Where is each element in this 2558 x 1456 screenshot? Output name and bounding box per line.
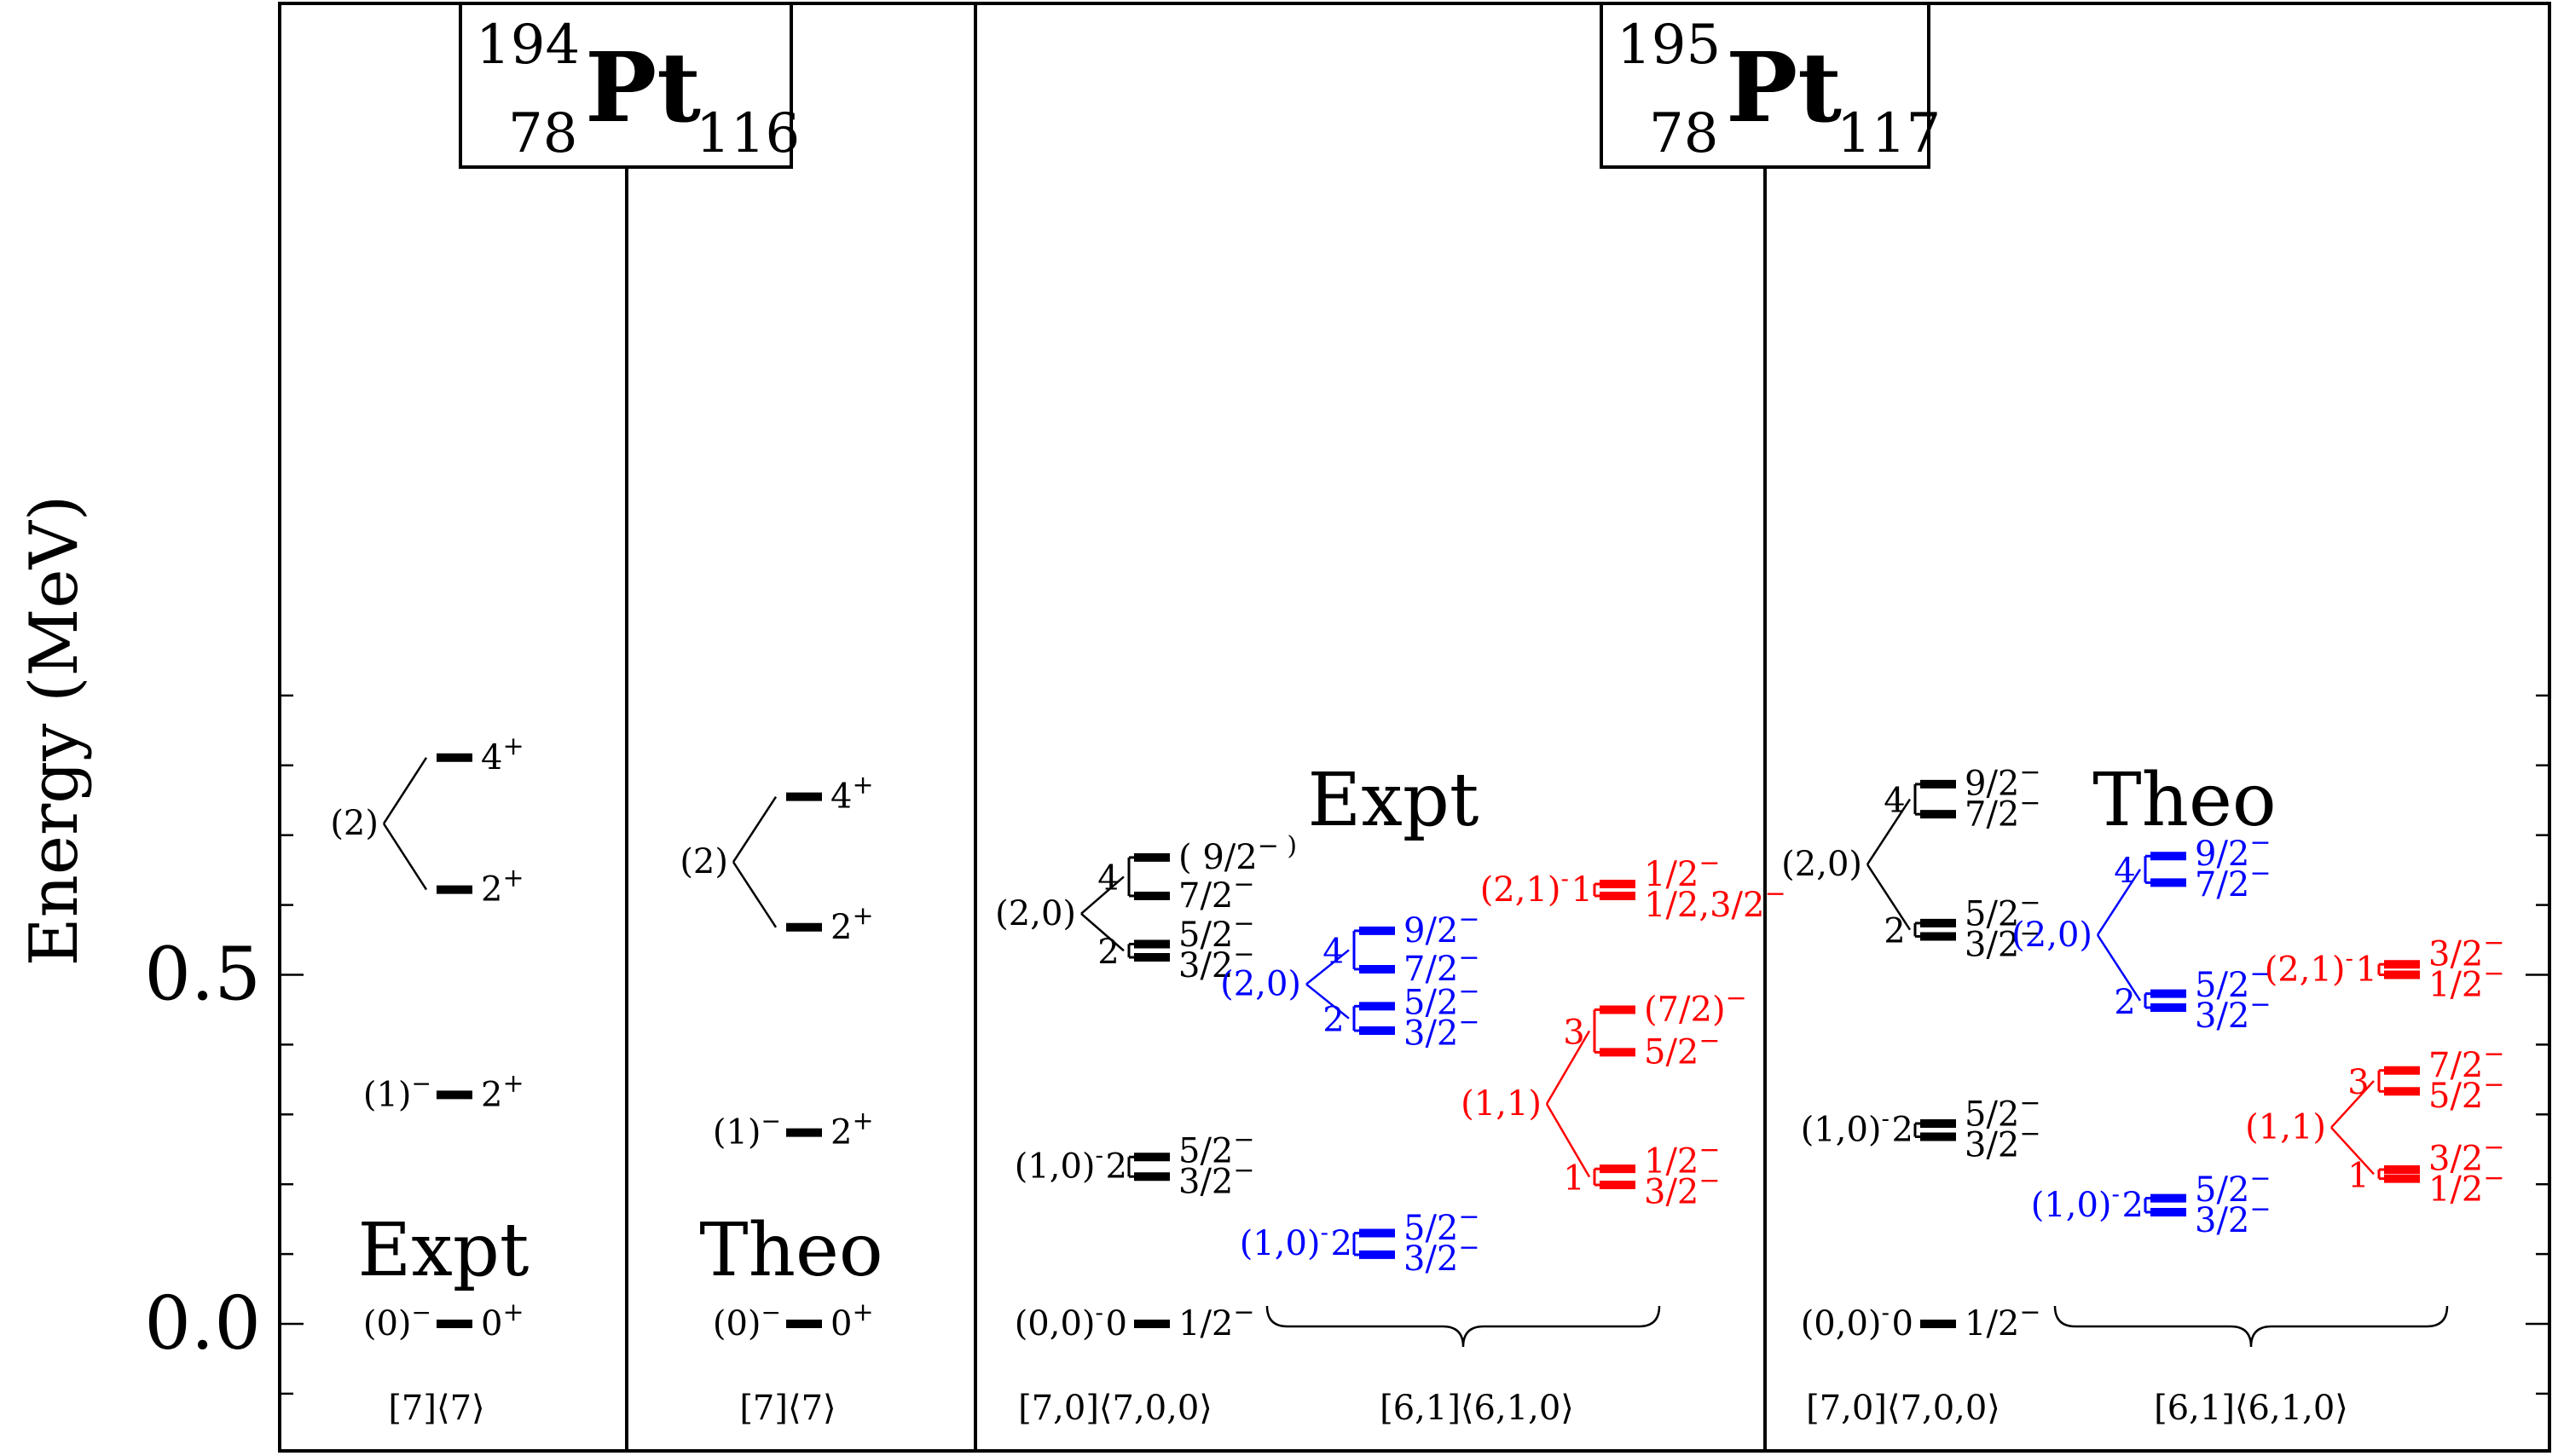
band-label: (1,0)- <box>1240 1218 1328 1264</box>
band-L-label: 3 <box>1563 1013 1584 1052</box>
level-spin-label: 5/2− <box>1644 1026 1721 1072</box>
band-L-label: 0 <box>1106 1304 1127 1343</box>
band-label: (1,0)- <box>2031 1179 2120 1225</box>
band-label: (0)− <box>713 1298 781 1344</box>
band-label: (1,1) <box>2245 1108 2326 1147</box>
level-spin-label: 3/2− <box>1403 1007 1480 1054</box>
level-spin-label: 1/2− <box>1178 1297 1255 1344</box>
band-label: (2,0) <box>1220 965 1301 1004</box>
band-fork-line <box>2330 1126 2375 1176</box>
band-label: (2,0) <box>2011 916 2092 955</box>
band-L-label: 2 <box>1884 912 1905 951</box>
band-label: (0,0)- <box>1015 1298 1103 1344</box>
plot-frame <box>278 2 2551 1453</box>
band-footer-label: [6,1]⟨6,1,0⟩ <box>2154 1389 2348 1428</box>
y-tick-label: 0.5 <box>144 933 261 1018</box>
band-L-label: 1 <box>2356 950 2377 989</box>
level-spin-label: 2+ <box>481 863 524 910</box>
band-label: (2) <box>330 804 379 843</box>
band-label: (1,0)- <box>1801 1104 1890 1150</box>
band-footer-label: [7]⟨7⟩ <box>739 1389 836 1428</box>
level-spin-label: 1/2− <box>2428 1163 2505 1210</box>
level-spin-label: 7/2− <box>1178 869 1255 916</box>
band-label: (0,0)- <box>1801 1298 1890 1344</box>
band-label: (2,1)- <box>2265 944 2353 990</box>
level-spin-label: 1/2− <box>1965 1297 2041 1344</box>
band-label: (0)− <box>363 1298 431 1344</box>
band-L-label: 4 <box>1322 932 1344 971</box>
level-spin-label: 3/2− <box>1644 1165 1721 1212</box>
band-L-label: 2 <box>2114 983 2135 1022</box>
band-fork-line <box>1545 1103 1591 1178</box>
level-spin-label: ( 9/2− ) <box>1178 830 1297 876</box>
band-L-label: 2 <box>1331 1224 1352 1263</box>
band-L-label: 4 <box>2114 852 2135 891</box>
band-fork-line <box>2096 934 2142 1002</box>
band-label: (1,1) <box>1461 1084 1542 1124</box>
band-fork-line <box>1080 912 1125 952</box>
band-L-label: 2 <box>2122 1186 2144 1225</box>
band-brace <box>1265 1305 1661 1348</box>
band-L-label: 3 <box>2347 1063 2369 1102</box>
band-label: (1)− <box>363 1069 431 1115</box>
band-label: (2) <box>680 842 728 881</box>
band-label: (2,0) <box>995 894 1076 933</box>
band-fork-line <box>732 861 778 928</box>
band-brace <box>2053 1305 2449 1348</box>
band-label: (2,1)- <box>1480 864 1569 910</box>
level-spin-label: 1/2,3/2− <box>1644 878 1786 925</box>
band-footer-label: [7,0]⟨7,0,0⟩ <box>1806 1389 2000 1428</box>
band-L-label: 0 <box>1892 1304 1913 1343</box>
band-label: (2,0) <box>1781 845 1862 884</box>
band-fork-line <box>382 823 428 891</box>
nucleus-symbol: 195 78Pt117 <box>1617 14 1941 165</box>
level-spin-label: (7/2)− <box>1644 983 1747 1030</box>
band-footer-label: [7]⟨7⟩ <box>388 1389 484 1428</box>
band-L-label: 4 <box>1097 858 1119 898</box>
band-fork-line <box>732 795 778 863</box>
band-fork-line <box>1080 875 1125 915</box>
band-label: (1)− <box>713 1106 781 1153</box>
y-tick-label: 0.0 <box>144 1281 261 1366</box>
band-L-label: 2 <box>1322 1001 1344 1040</box>
nucleus-box <box>1600 2 1930 169</box>
band-fork-line <box>2096 869 2142 936</box>
panel-title: Theo <box>699 1208 883 1293</box>
band-L-label: 4 <box>1884 782 1905 821</box>
band-L-label: 2 <box>1892 1111 1913 1150</box>
panel-title: Expt <box>1308 758 1479 843</box>
band-fork-line <box>2330 1080 2375 1129</box>
nucleus-symbol: 194 78Pt116 <box>476 14 800 165</box>
level-spin-label: 4+ <box>481 731 524 777</box>
band-fork-line <box>1866 798 1912 865</box>
band-L-label: 2 <box>1106 1147 1127 1187</box>
panel-title: Expt <box>358 1208 530 1293</box>
band-L-label: 1 <box>1571 870 1593 910</box>
band-fork-line <box>1545 1030 1591 1105</box>
nucleus-box <box>459 2 793 169</box>
band-fork-line <box>1305 983 1350 1020</box>
band-fork-line <box>382 757 428 824</box>
level-spin-label: 2+ <box>830 900 874 947</box>
band-footer-label: [7,0]⟨7,0,0⟩ <box>1018 1389 1212 1428</box>
band-fork-line <box>1305 949 1350 985</box>
level-spin-label: 5/2− <box>2428 1069 2505 1116</box>
band-fork-line <box>1866 864 1912 931</box>
level-spin-label: 2+ <box>830 1106 874 1153</box>
band-label: (1,0)- <box>1015 1141 1103 1187</box>
band-L-label: 1 <box>2347 1156 2369 1195</box>
y-axis-label: Energy (MeV) <box>16 495 93 967</box>
level-spin-label: 0+ <box>830 1297 874 1344</box>
level-spin-label: 0+ <box>481 1297 524 1344</box>
level-spin-label: 4+ <box>830 770 874 817</box>
band-footer-label: [6,1]⟨6,1,0⟩ <box>1380 1389 1574 1428</box>
level-spin-label: 2+ <box>481 1068 524 1115</box>
band-L-label: 1 <box>1563 1159 1584 1199</box>
panel-title: Theo <box>2092 758 2276 843</box>
band-L-label: 2 <box>1097 933 1119 972</box>
level-spin-label: 3/2− <box>1178 1155 1255 1202</box>
